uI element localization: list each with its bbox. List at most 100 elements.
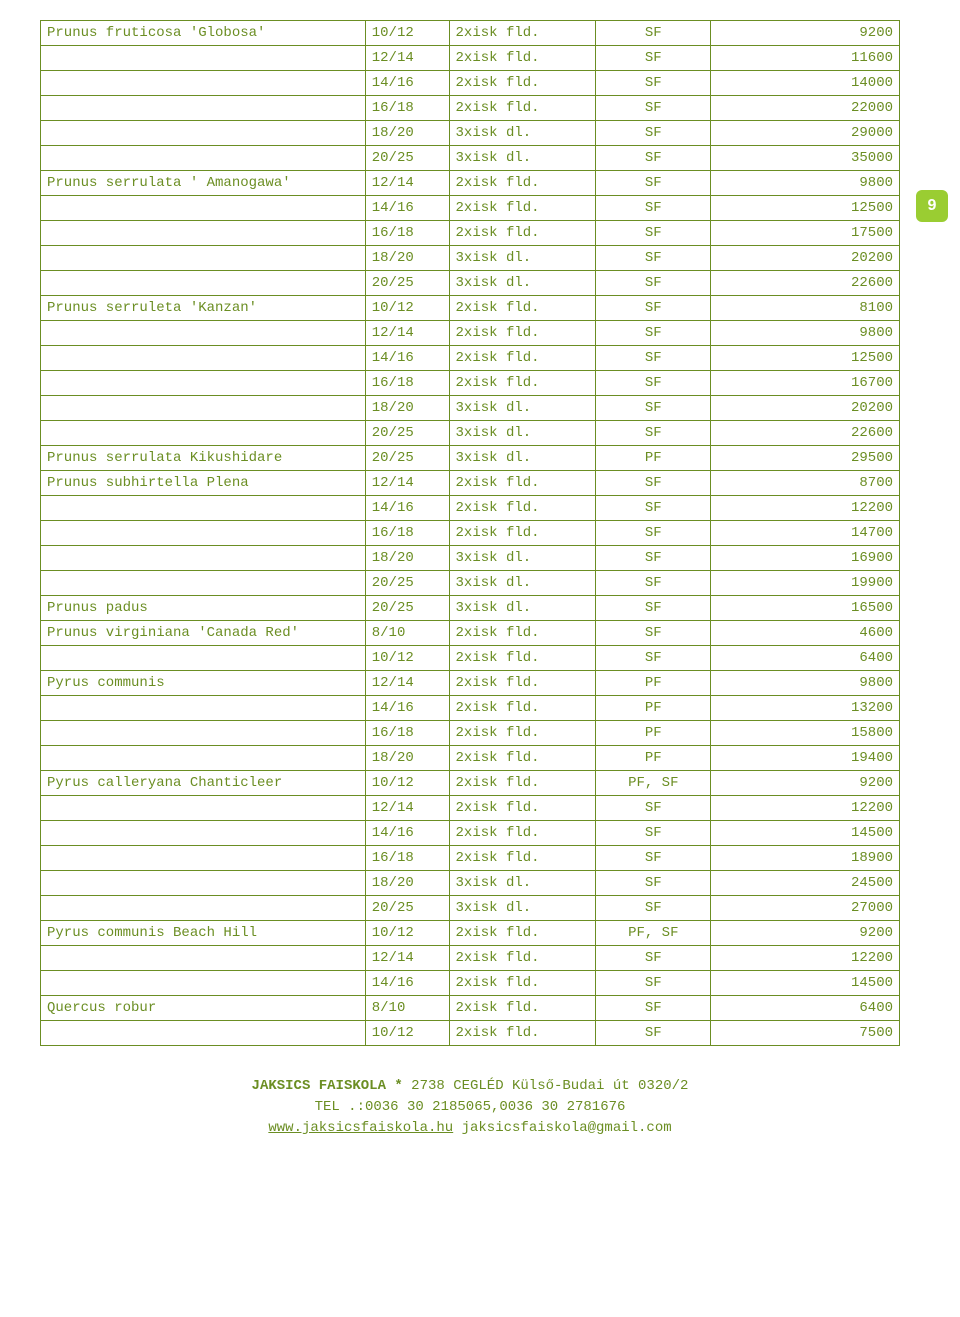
footer-link[interactable]: www.jaksicsfaiskola.hu bbox=[268, 1120, 453, 1136]
cell-price: 14500 bbox=[711, 971, 900, 996]
cell-code: SF bbox=[596, 271, 711, 296]
cell-name bbox=[41, 746, 366, 771]
cell-size: 8/10 bbox=[365, 621, 449, 646]
cell-spec: 2xisk fld. bbox=[449, 646, 596, 671]
cell-price: 16900 bbox=[711, 546, 900, 571]
cell-code: SF bbox=[596, 221, 711, 246]
table-row: Pyrus calleryana Chanticleer10/122xisk f… bbox=[41, 771, 900, 796]
cell-price: 6400 bbox=[711, 996, 900, 1021]
cell-spec: 2xisk fld. bbox=[449, 696, 596, 721]
footer-phone: TEL .:0036 30 2185065,0036 30 2781676 bbox=[40, 1097, 900, 1118]
cell-price: 29500 bbox=[711, 446, 900, 471]
cell-name bbox=[41, 821, 366, 846]
cell-size: 18/20 bbox=[365, 746, 449, 771]
cell-name: Pyrus communis Beach Hill bbox=[41, 921, 366, 946]
cell-price: 12200 bbox=[711, 946, 900, 971]
cell-code: SF bbox=[596, 421, 711, 446]
table-row: 16/182xisk fld.SF17500 bbox=[41, 221, 900, 246]
table-row: 16/182xisk fld.SF22000 bbox=[41, 96, 900, 121]
cell-size: 12/14 bbox=[365, 796, 449, 821]
table-row: Quercus robur8/102xisk fld.SF6400 bbox=[41, 996, 900, 1021]
cell-size: 18/20 bbox=[365, 546, 449, 571]
cell-price: 20200 bbox=[711, 246, 900, 271]
cell-code: SF bbox=[596, 471, 711, 496]
cell-size: 10/12 bbox=[365, 921, 449, 946]
table-row: 16/182xisk fld.SF14700 bbox=[41, 521, 900, 546]
table-row: Prunus fruticosa 'Globosa'10/122xisk fld… bbox=[41, 21, 900, 46]
cell-name bbox=[41, 1021, 366, 1046]
cell-name bbox=[41, 571, 366, 596]
cell-size: 14/16 bbox=[365, 971, 449, 996]
cell-name bbox=[41, 796, 366, 821]
cell-spec: 2xisk fld. bbox=[449, 471, 596, 496]
cell-size: 14/16 bbox=[365, 821, 449, 846]
cell-size: 12/14 bbox=[365, 671, 449, 696]
footer: JAKSICS FAISKOLA * 2738 CEGLÉD Külső-Bud… bbox=[40, 1076, 900, 1139]
cell-size: 12/14 bbox=[365, 321, 449, 346]
cell-price: 12200 bbox=[711, 796, 900, 821]
table-row: Prunus padus20/253xisk dl.SF16500 bbox=[41, 596, 900, 621]
cell-spec: 2xisk fld. bbox=[449, 821, 596, 846]
cell-spec: 2xisk fld. bbox=[449, 996, 596, 1021]
cell-price: 29000 bbox=[711, 121, 900, 146]
table-row: 20/253xisk dl.SF22600 bbox=[41, 271, 900, 296]
table-row: Prunus virginiana 'Canada Red'8/102xisk … bbox=[41, 621, 900, 646]
cell-size: 16/18 bbox=[365, 371, 449, 396]
cell-price: 14000 bbox=[711, 71, 900, 96]
cell-code: PF, SF bbox=[596, 921, 711, 946]
cell-code: SF bbox=[596, 96, 711, 121]
cell-spec: 3xisk dl. bbox=[449, 121, 596, 146]
cell-size: 20/25 bbox=[365, 271, 449, 296]
cell-spec: 2xisk fld. bbox=[449, 771, 596, 796]
table-row: Prunus serruleta 'Kanzan'10/122xisk fld.… bbox=[41, 296, 900, 321]
cell-size: 12/14 bbox=[365, 46, 449, 71]
cell-name bbox=[41, 971, 366, 996]
cell-name bbox=[41, 96, 366, 121]
cell-code: SF bbox=[596, 821, 711, 846]
cell-code: SF bbox=[596, 996, 711, 1021]
table-row: 14/162xisk fld.SF14000 bbox=[41, 71, 900, 96]
cell-name bbox=[41, 896, 366, 921]
table-row: 12/142xisk fld.SF12200 bbox=[41, 946, 900, 971]
cell-price: 9200 bbox=[711, 771, 900, 796]
cell-name bbox=[41, 71, 366, 96]
cell-code: SF bbox=[596, 46, 711, 71]
table-row: Prunus subhirtella Plena12/142xisk fld.S… bbox=[41, 471, 900, 496]
cell-spec: 2xisk fld. bbox=[449, 796, 596, 821]
cell-spec: 2xisk fld. bbox=[449, 621, 596, 646]
cell-code: SF bbox=[596, 71, 711, 96]
cell-price: 9200 bbox=[711, 921, 900, 946]
cell-code: SF bbox=[596, 571, 711, 596]
footer-company: JAKSICS FAISKOLA * bbox=[252, 1078, 403, 1094]
cell-name: Prunus serrulata ' Amanogawa' bbox=[41, 171, 366, 196]
cell-spec: 2xisk fld. bbox=[449, 496, 596, 521]
cell-name: Prunus serruleta 'Kanzan' bbox=[41, 296, 366, 321]
cell-name bbox=[41, 496, 366, 521]
table-row: 12/142xisk fld.SF11600 bbox=[41, 46, 900, 71]
table-row: 14/162xisk fld.SF12200 bbox=[41, 496, 900, 521]
table-row: Pyrus communis12/142xisk fld.PF9800 bbox=[41, 671, 900, 696]
cell-spec: 2xisk fld. bbox=[449, 846, 596, 871]
cell-price: 9800 bbox=[711, 171, 900, 196]
cell-name bbox=[41, 271, 366, 296]
cell-name bbox=[41, 396, 366, 421]
cell-code: SF bbox=[596, 396, 711, 421]
cell-size: 18/20 bbox=[365, 121, 449, 146]
cell-size: 18/20 bbox=[365, 246, 449, 271]
cell-code: PF bbox=[596, 696, 711, 721]
table-row: 20/253xisk dl.SF22600 bbox=[41, 421, 900, 446]
cell-name: Prunus padus bbox=[41, 596, 366, 621]
cell-code: SF bbox=[596, 496, 711, 521]
cell-code: PF bbox=[596, 721, 711, 746]
cell-code: PF bbox=[596, 671, 711, 696]
cell-spec: 2xisk fld. bbox=[449, 521, 596, 546]
cell-size: 12/14 bbox=[365, 946, 449, 971]
cell-size: 18/20 bbox=[365, 871, 449, 896]
table-row: 10/122xisk fld.SF6400 bbox=[41, 646, 900, 671]
cell-size: 16/18 bbox=[365, 221, 449, 246]
cell-name bbox=[41, 121, 366, 146]
cell-name bbox=[41, 546, 366, 571]
cell-size: 16/18 bbox=[365, 846, 449, 871]
cell-name bbox=[41, 696, 366, 721]
cell-price: 35000 bbox=[711, 146, 900, 171]
